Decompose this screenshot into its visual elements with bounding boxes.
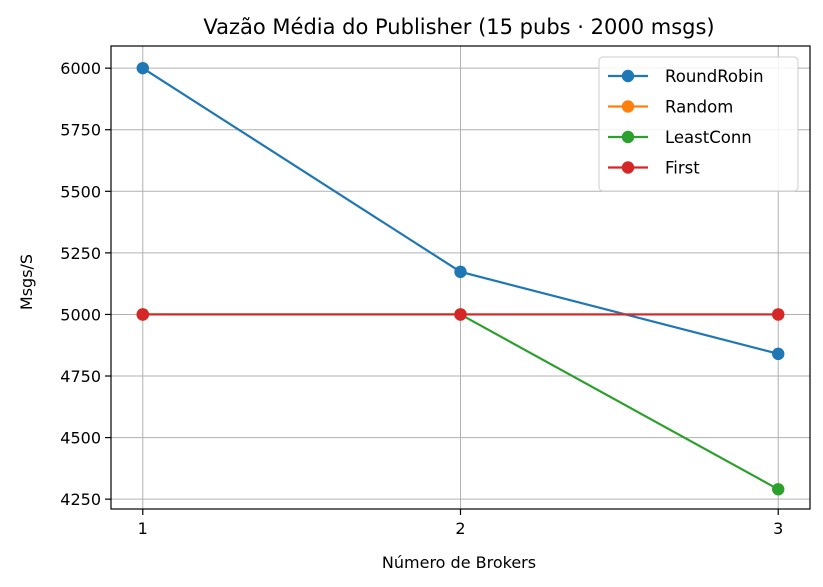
chart-title: Vazão Média do Publisher (15 pubs · 2000… (203, 15, 714, 39)
series-layer (136, 61, 785, 496)
data-point-first (454, 308, 467, 321)
y-tick-label: 6000 (60, 59, 101, 78)
legend-label-leastconn: LeastConn (665, 128, 752, 147)
y-tick-label: 5250 (60, 244, 101, 263)
y-tick-label: 5000 (60, 305, 101, 324)
data-point-roundrobin (136, 61, 149, 75)
legend-label-roundrobin: RoundRobin (665, 67, 764, 86)
y-tick-label: 5750 (60, 121, 101, 140)
legend-label-first: First (665, 159, 700, 178)
legend-marker-leastconn (621, 130, 635, 144)
y-tick-label: 4750 (60, 367, 101, 386)
x-tick-label: 1 (138, 519, 148, 538)
legend: RoundRobin Random LeastConn First (598, 56, 799, 192)
axes-layer: 1 2 3 4250 4500 4750 5000 5250 5500 5750 6000 (60, 45, 811, 538)
legend-box (598, 56, 799, 192)
legend-marker-first (621, 161, 635, 174)
x-axis-label: Número de Brokers (382, 553, 536, 572)
legend-label-random: Random (665, 98, 733, 117)
y-tick-label: 5500 (60, 182, 101, 201)
data-point-roundrobin (454, 265, 467, 279)
data-point-first (772, 308, 785, 321)
y-tick-label: 4250 (60, 490, 101, 509)
y-axis-label: Msgs/S (17, 254, 36, 310)
x-tick-label: 3 (773, 519, 783, 538)
data-point-first (136, 308, 149, 321)
legend-marker-roundrobin (621, 69, 635, 83)
plot-frame (110, 45, 811, 510)
data-point-leastconn (772, 483, 785, 496)
y-tick-label: 4500 (60, 429, 101, 448)
legend-marker-random (621, 100, 635, 113)
x-tick-label: 2 (455, 519, 465, 538)
data-point-roundrobin (772, 347, 785, 361)
